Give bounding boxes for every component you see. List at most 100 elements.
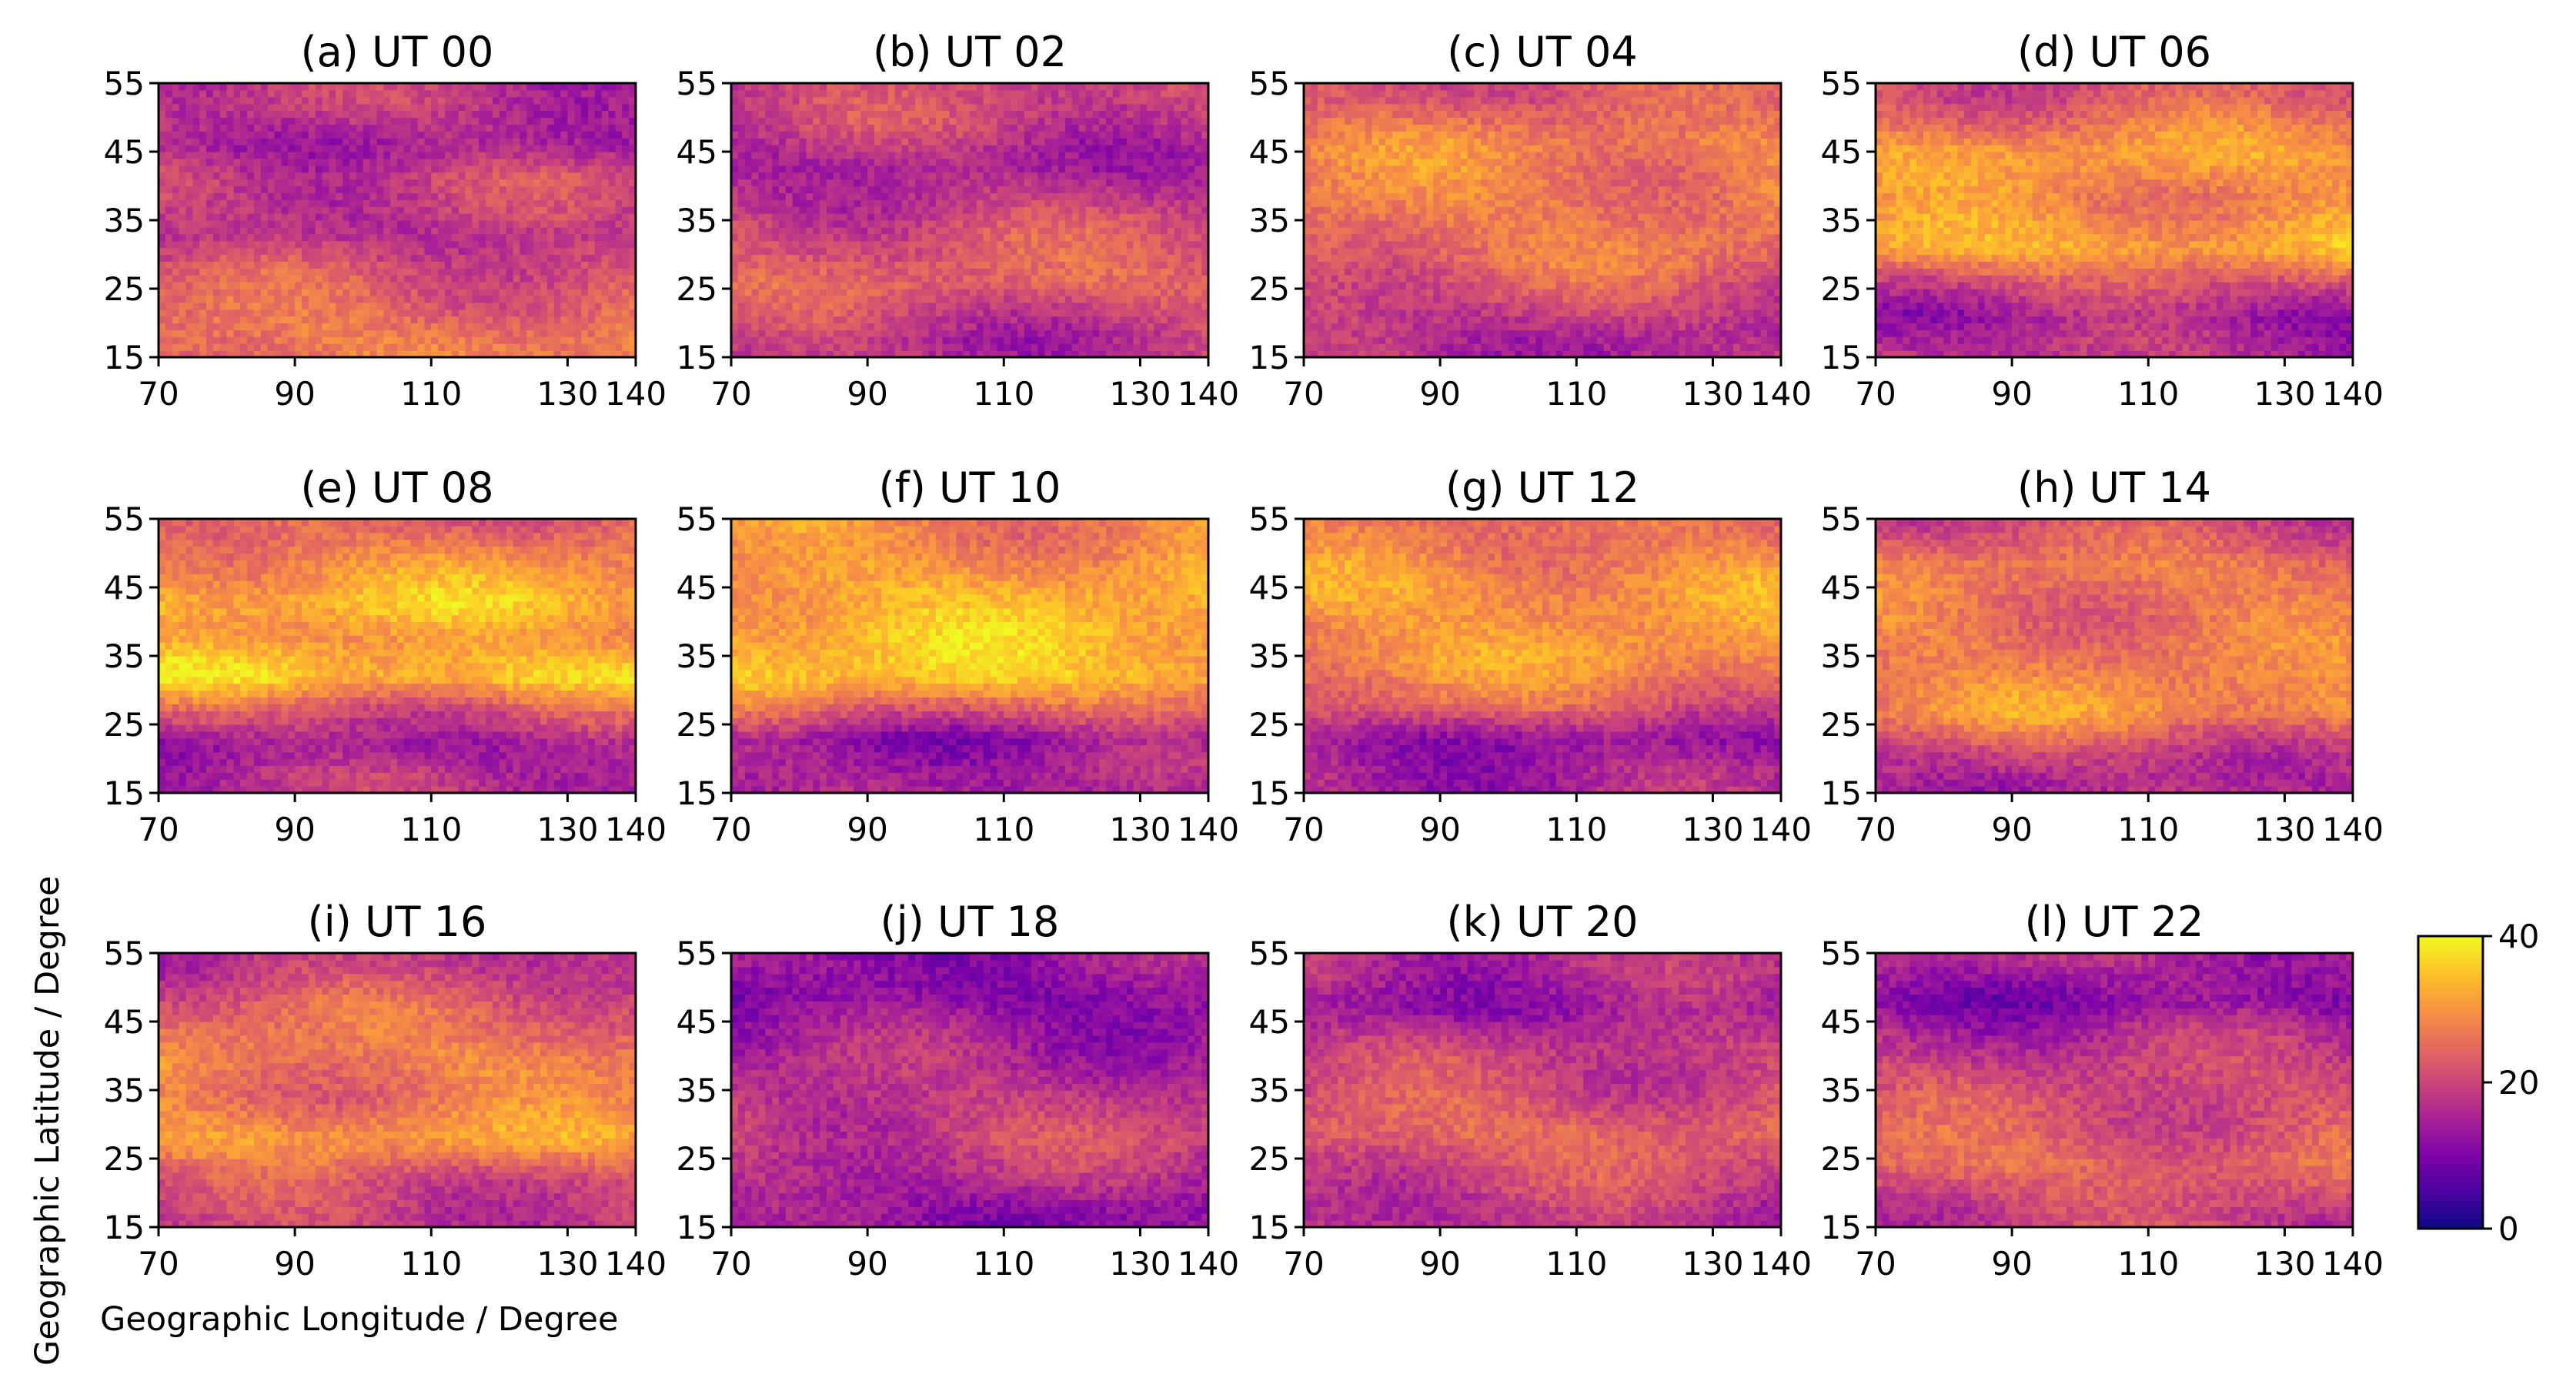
heatmap-cell (192, 179, 199, 187)
heatmap-cell (506, 343, 513, 351)
heatmap-cell (991, 329, 997, 337)
heatmap-cell (1065, 323, 1072, 331)
heatmap-cell (1099, 329, 1106, 337)
heatmap-cell (793, 275, 800, 283)
heatmap-cell (929, 303, 936, 310)
heatmap-cell (881, 296, 888, 303)
heatmap-cell (233, 275, 240, 283)
heatmap-cell (390, 343, 397, 351)
heatmap-cell (813, 289, 820, 296)
heatmap-cell (493, 316, 499, 324)
heatmap-cell (397, 220, 404, 228)
heatmap-cell (963, 323, 970, 331)
heatmap-cell (179, 186, 186, 194)
heatmap-cell (376, 104, 383, 112)
heatmap-cell (609, 145, 616, 152)
heatmap-cell (574, 131, 581, 139)
heatmap-cell (793, 261, 800, 269)
heatmap-cell (745, 255, 752, 263)
heatmap-cell (356, 213, 363, 221)
heatmap-cell (827, 343, 834, 351)
heatmap-cell (567, 323, 574, 331)
heatmap-cell (452, 138, 459, 145)
heatmap-cell (288, 323, 295, 331)
heatmap-cell (309, 179, 316, 187)
heatmap-cell (254, 234, 261, 242)
heatmap-cell (588, 303, 595, 310)
heatmap-cell (622, 206, 629, 214)
heatmap-cell (615, 131, 622, 139)
heatmap-cell (383, 336, 390, 344)
heatmap-cell (800, 255, 807, 263)
heatmap-cell (452, 206, 459, 214)
heatmap-cell (329, 152, 336, 159)
heatmap-cell (840, 309, 847, 317)
heatmap-cell (486, 166, 493, 173)
heatmap-cell (581, 220, 588, 228)
heatmap-cell (431, 152, 438, 159)
heatmap-cell (233, 303, 240, 310)
heatmap-cell (567, 172, 574, 180)
heatmap-cell (295, 227, 302, 235)
heatmap-cell (854, 336, 860, 344)
heatmap-cell (615, 268, 622, 276)
heatmap-cell (595, 316, 602, 324)
heatmap-cell (424, 255, 431, 263)
heatmap-cell (370, 275, 377, 283)
heatmap-cell (185, 111, 192, 119)
heatmap-cell (1079, 343, 1086, 351)
heatmap-cell (213, 234, 220, 242)
heatmap-cell (1161, 309, 1168, 317)
heatmap-cell (309, 90, 316, 98)
heatmap-cell (411, 186, 418, 194)
heatmap-cell (295, 206, 302, 214)
heatmap-cell (404, 145, 411, 152)
heatmap-cell (179, 145, 186, 152)
heatmap-cell (595, 145, 602, 152)
heatmap-cell (370, 296, 377, 303)
heatmap-cell (213, 275, 220, 283)
heatmap-cell (595, 97, 602, 105)
heatmap-cell (595, 227, 602, 235)
heatmap-cell (179, 234, 186, 242)
heatmap-cell (302, 179, 309, 187)
heatmap-cell (602, 261, 609, 269)
heatmap-cell (526, 192, 533, 200)
heatmap-cell (288, 296, 295, 303)
heatmap-cell (581, 213, 588, 221)
heatmap-cell (438, 323, 445, 331)
heatmap-cell (547, 199, 554, 207)
heatmap-cell (233, 289, 240, 296)
heatmap-cell (943, 303, 950, 310)
heatmap-cell (336, 248, 342, 256)
heatmap-cell (342, 234, 349, 242)
heatmap-cell (609, 138, 616, 145)
heatmap-cell (888, 336, 895, 344)
heatmap-cell (404, 97, 411, 105)
heatmap-cell (295, 296, 302, 303)
heatmap-cell (268, 97, 275, 105)
heatmap-cell (567, 336, 574, 344)
heatmap-cell (383, 241, 390, 249)
heatmap-cell (499, 336, 506, 344)
heatmap-cell (834, 329, 840, 337)
heatmap-cell (390, 248, 397, 256)
heatmap-cell (540, 179, 547, 187)
heatmap-cell (363, 336, 370, 344)
heatmap-cell (499, 303, 506, 310)
heatmap-cell (609, 289, 616, 296)
heatmap-cell (874, 323, 881, 331)
heatmap-cell (758, 255, 765, 263)
heatmap-cell (615, 275, 622, 283)
heatmap-cell (526, 261, 533, 269)
heatmap-cell (424, 213, 431, 221)
heatmap-cell (466, 97, 473, 105)
heatmap-cell (847, 309, 854, 317)
heatmap-cell (1168, 303, 1174, 310)
heatmap-cell (956, 268, 963, 276)
heatmap-cell (936, 261, 943, 269)
heatmap-cell (418, 343, 425, 351)
heatmap-cell (363, 255, 370, 263)
heatmap-cell (533, 166, 540, 173)
heatmap-cell (199, 97, 206, 105)
